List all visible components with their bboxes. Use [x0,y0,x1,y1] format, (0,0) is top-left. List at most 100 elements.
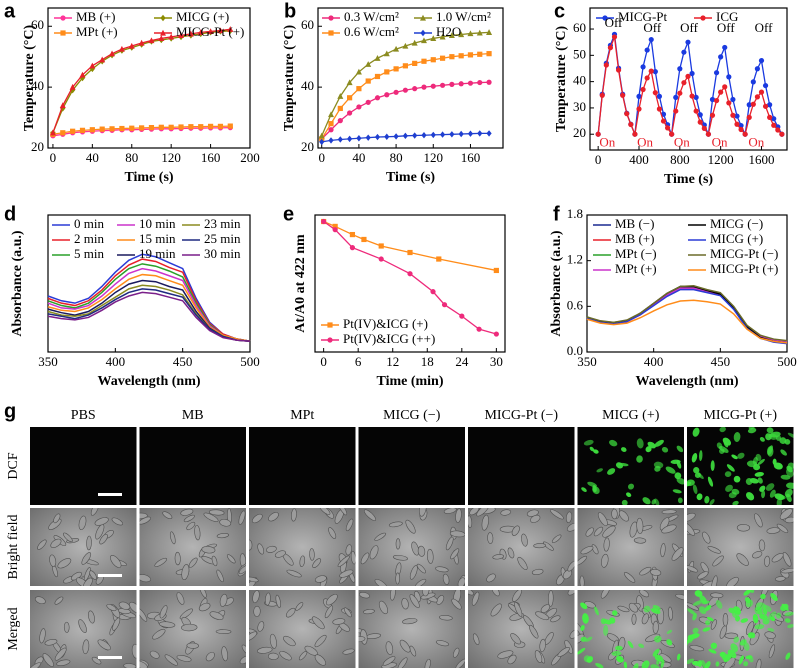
y-tick-label: 60 [573,20,586,35]
data-point [374,95,381,101]
fluorescent-cell [585,636,593,642]
cell [152,628,166,640]
cell [511,525,520,536]
legend-label: 5 min [74,246,104,261]
cell [534,650,543,664]
cell [409,565,418,580]
cell [471,591,480,606]
series-line [586,299,788,344]
data-point [59,102,66,108]
data-point [709,96,716,103]
panel-label: c [554,0,565,22]
cell [88,610,95,624]
cell [781,567,794,574]
cell [726,576,739,586]
cell [312,558,322,569]
cell [606,633,620,643]
fluorescent-cell [704,495,710,504]
x-tick-label: 80 [125,150,138,165]
cell [339,569,354,578]
data-point [217,27,224,34]
cell [176,655,192,662]
fluorescent-cell [611,651,622,656]
fluorescent-cell [692,484,698,495]
cell [517,556,528,570]
fluorescent-cell [765,483,775,491]
y-tick-label: 0.6 [567,297,584,312]
data-point [384,69,390,75]
cell [449,530,465,538]
plot-frame [586,214,788,353]
fluorescent-cell [776,612,782,619]
cell [257,621,265,632]
cell [405,519,416,534]
data-point [607,45,614,51]
scale-bar [98,656,122,659]
cell [507,547,515,559]
cell [443,508,457,514]
cell [419,508,427,517]
cell [309,548,315,561]
fluorescent-cell [780,603,789,612]
data-point [477,79,483,86]
cell [78,619,87,633]
fluorescent-cell [627,483,635,490]
legend-label: MICG-Pt (+) [710,261,778,276]
cell [363,509,377,521]
data-point [673,94,679,101]
data-point [79,127,86,133]
cell [486,573,496,583]
data-point [168,33,175,40]
micrograph [358,427,465,505]
data-point [227,123,233,129]
annotation: Off [605,15,623,30]
data-point [168,124,174,130]
fluorescent-cell [787,624,794,629]
data-point [365,61,372,67]
cell [253,605,261,617]
cell [764,631,776,639]
cell [593,526,604,537]
fluorescent-cell [623,661,628,668]
cell [675,594,684,601]
legend-marker [327,322,333,328]
cell [285,607,296,618]
legend-label: 15 min [139,231,176,246]
cell [205,651,215,662]
cell [252,590,260,604]
data-point [726,74,732,80]
cell [426,548,434,564]
micrograph [358,590,465,668]
cell [360,552,370,565]
fluorescent-cell [653,461,664,469]
data-point [328,127,334,133]
fluorescent-cell [702,627,711,632]
micrograph [139,508,246,586]
fluorescent-cell [607,468,616,475]
cell [219,593,228,607]
cell [711,575,718,586]
legend-label: 23 min [204,216,241,231]
cell [179,608,193,620]
cell [636,517,644,534]
cell [442,573,450,585]
cell [30,662,42,668]
cell [764,555,771,567]
cell [782,552,792,567]
x-tick-label: 0 [318,150,325,165]
data-point [697,112,703,118]
y-tick-label: 1.8 [567,206,583,221]
cell [324,605,334,619]
cell [57,558,72,569]
legend-label: MPt (+) [76,24,118,39]
fluorescent-cell [676,445,684,453]
data-point [99,56,106,63]
fluorescent-cell [759,485,766,492]
data-point [319,138,325,146]
cell [388,521,403,528]
row-label: Merged [6,607,21,650]
data-point [337,105,343,112]
legend-label: Pt(IV)&ICG (+) [343,316,428,331]
cell [668,606,673,621]
y-tick-label: 20 [301,139,314,154]
